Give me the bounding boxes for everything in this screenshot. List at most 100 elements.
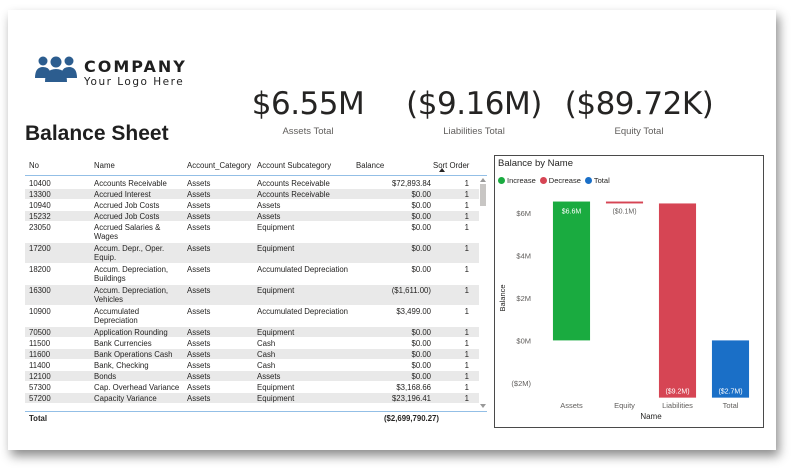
kpi-liabilities-value: ($9.16M) — [406, 86, 542, 122]
cell-category: Assets — [187, 179, 211, 188]
waterfall-bar-total[interactable] — [711, 340, 750, 398]
cell-category: Assets — [187, 190, 211, 199]
cell-subcategory: Equipment — [257, 286, 295, 295]
table-row[interactable]: 10900 Accumulated Depreciation Assets Accum… — [25, 306, 479, 327]
cell-subcategory: Equipment — [257, 383, 295, 392]
table-row[interactable]: 10940 Accrued Job Costs Assets Assets $0.00 1 — [25, 200, 479, 211]
cell-sort-order: 1 — [464, 383, 469, 392]
column-header-subcategory[interactable]: Account Subcategory — [257, 161, 332, 170]
cell-subcategory: Assets — [257, 372, 281, 381]
cell-balance: $72,893.84 — [391, 179, 431, 188]
cell-name: Bonds — [94, 372, 117, 381]
kpi-equity-value: ($89.72K) — [564, 86, 714, 122]
sort-ascending-icon[interactable] — [439, 168, 445, 172]
cell-sort-order: 1 — [464, 339, 469, 348]
table-header: No Name Account_Category Account Subcate… — [25, 156, 487, 176]
table-row[interactable]: 12100 Bonds Assets Assets $0.00 1 — [25, 371, 479, 382]
legend-dot-increase — [498, 177, 505, 184]
column-header-name[interactable]: Name — [94, 161, 115, 170]
cell-name: Bank, Checking — [94, 361, 149, 370]
legend-item-decrease[interactable]: Decrease — [539, 176, 581, 185]
cell-name: Accrued Salaries & Wages — [94, 223, 161, 241]
cell-category: Assets — [187, 265, 211, 274]
x-axis-title: Name — [640, 412, 662, 421]
balance-waterfall-chart[interactable]: Balance by Name Increase Decrease Total … — [494, 155, 764, 428]
cell-sort-order: 1 — [464, 307, 469, 316]
column-header-category[interactable]: Account_Category — [187, 161, 252, 170]
cell-balance: ($1,611.00) — [391, 286, 431, 295]
table-row[interactable]: 11500 Bank Currencies Assets Cash $0.00 1 — [25, 338, 479, 349]
y-tick-label: $6M — [516, 209, 531, 218]
cell-name: Accrued Job Costs — [94, 212, 160, 221]
kpi-liabilities-card: ($9.16M) Liabilities Total — [399, 86, 549, 137]
data-label: ($0.1M) — [612, 209, 636, 216]
cell-subcategory: Accumulated Depreciation — [257, 265, 349, 274]
kpi-assets-value: $6.55M — [251, 86, 365, 122]
cell-sort-order: 1 — [464, 179, 469, 188]
column-header-sort-order[interactable]: Sort Order — [433, 161, 470, 170]
cell-category: Assets — [187, 201, 211, 210]
page-title: Balance Sheet — [25, 122, 169, 145]
table-body: 10400 Accounts Receivable Assets Accounts R… — [25, 178, 479, 410]
legend-item-increase[interactable]: Increase — [498, 176, 536, 185]
legend-item-total[interactable]: Total — [584, 176, 610, 185]
cell-subcategory: Equipment — [257, 244, 295, 253]
cell-subcategory: Accounts Receivable — [257, 179, 330, 188]
cell-name: Accrued Job Costs — [94, 201, 160, 210]
waterfall-bar-liabilities[interactable] — [658, 203, 697, 398]
table-row[interactable]: 11600 Bank Operations Cash Assets Cash $0.00… — [25, 349, 479, 360]
table-row[interactable]: 16300 Accum. Depreciation, Vehicles Assets… — [25, 285, 479, 306]
scroll-up-icon[interactable] — [480, 178, 486, 182]
y-tick-label: $4M — [516, 252, 531, 261]
x-tick-label: Total — [723, 401, 739, 410]
cell-category: Assets — [187, 286, 211, 295]
cell-name: Capacity Variance — [94, 394, 157, 403]
cell-category: Assets — [187, 383, 211, 392]
kpi-liabilities-label: Liabilities Total — [443, 126, 505, 137]
cell-category: Assets — [187, 212, 211, 221]
table-row[interactable]: 70500 Application Rounding Assets Equipment… — [25, 327, 479, 338]
cell-subcategory: Accounts Receivable — [257, 190, 330, 199]
total-balance: ($2,699,790.27) — [383, 414, 439, 423]
table-row[interactable]: 13300 Accrued Interest Assets Accounts Rece… — [25, 189, 479, 200]
cell-balance: $0.00 — [411, 223, 431, 232]
waterfall-bar-equity[interactable] — [605, 201, 644, 204]
cell-name: Accum. Depr., Oper. Equip. — [94, 244, 165, 262]
cell-balance: $0.00 — [411, 201, 431, 210]
cell-no: 13300 — [29, 190, 51, 199]
cell-balance: $23,196.41 — [391, 394, 431, 403]
cell-sort-order: 1 — [464, 361, 469, 370]
legend-dot-total — [584, 177, 592, 184]
cell-name: Cap. Overhead Variance — [94, 383, 180, 392]
waterfall-bar-assets[interactable] — [552, 201, 591, 341]
cell-name: Bank Operations Cash — [94, 350, 173, 359]
cell-no: 10400 — [29, 179, 51, 188]
cell-subcategory: Equipment — [257, 328, 295, 337]
cell-name: Accum. Depreciation, Buildings — [94, 265, 169, 283]
table-row[interactable]: 10400 Accounts Receivable Assets Accounts R… — [25, 178, 479, 189]
table-row[interactable]: 15232 Accrued Job Costs Assets Assets $0.00 1 — [25, 211, 479, 222]
table-row[interactable]: 18200 Accum. Depreciation, Buildings Asset… — [25, 264, 479, 285]
table-row[interactable]: 11400 Bank, Checking Assets Cash $0.00 1 — [25, 360, 479, 371]
table-row[interactable]: 57200 Capacity Variance Assets Equipment $23… — [25, 393, 479, 404]
table-row[interactable]: 23050 Accrued Salaries & Wages Assets Equip… — [25, 222, 479, 243]
data-label: ($9.2M) — [665, 389, 689, 396]
cell-category: Assets — [187, 361, 211, 370]
table-row[interactable]: 57300 Cap. Overhead Variance Assets Equipme… — [25, 382, 479, 393]
table-row[interactable]: 17200 Accum. Depr., Oper. Equip. Assets Equ… — [25, 243, 479, 264]
cell-category: Assets — [187, 350, 211, 359]
cell-sort-order: 1 — [464, 212, 469, 221]
cell-balance: $0.00 — [411, 265, 431, 274]
cell-balance: $0.00 — [411, 190, 431, 199]
column-header-no[interactable]: No — [29, 161, 39, 170]
cell-sort-order: 1 — [464, 190, 469, 199]
legend-label-total: Total — [593, 176, 610, 185]
table-scrollbar[interactable] — [479, 178, 487, 410]
column-header-balance[interactable]: Balance — [356, 161, 385, 170]
scroll-down-icon[interactable] — [480, 404, 486, 408]
cell-category: Assets — [187, 394, 211, 403]
cell-no: 70500 — [29, 328, 51, 337]
scroll-thumb[interactable] — [480, 184, 486, 206]
report-page: COMPANY Your Logo Here Balance Sheet $6.… — [18, 16, 768, 441]
legend-label-increase: Increase — [507, 176, 536, 185]
